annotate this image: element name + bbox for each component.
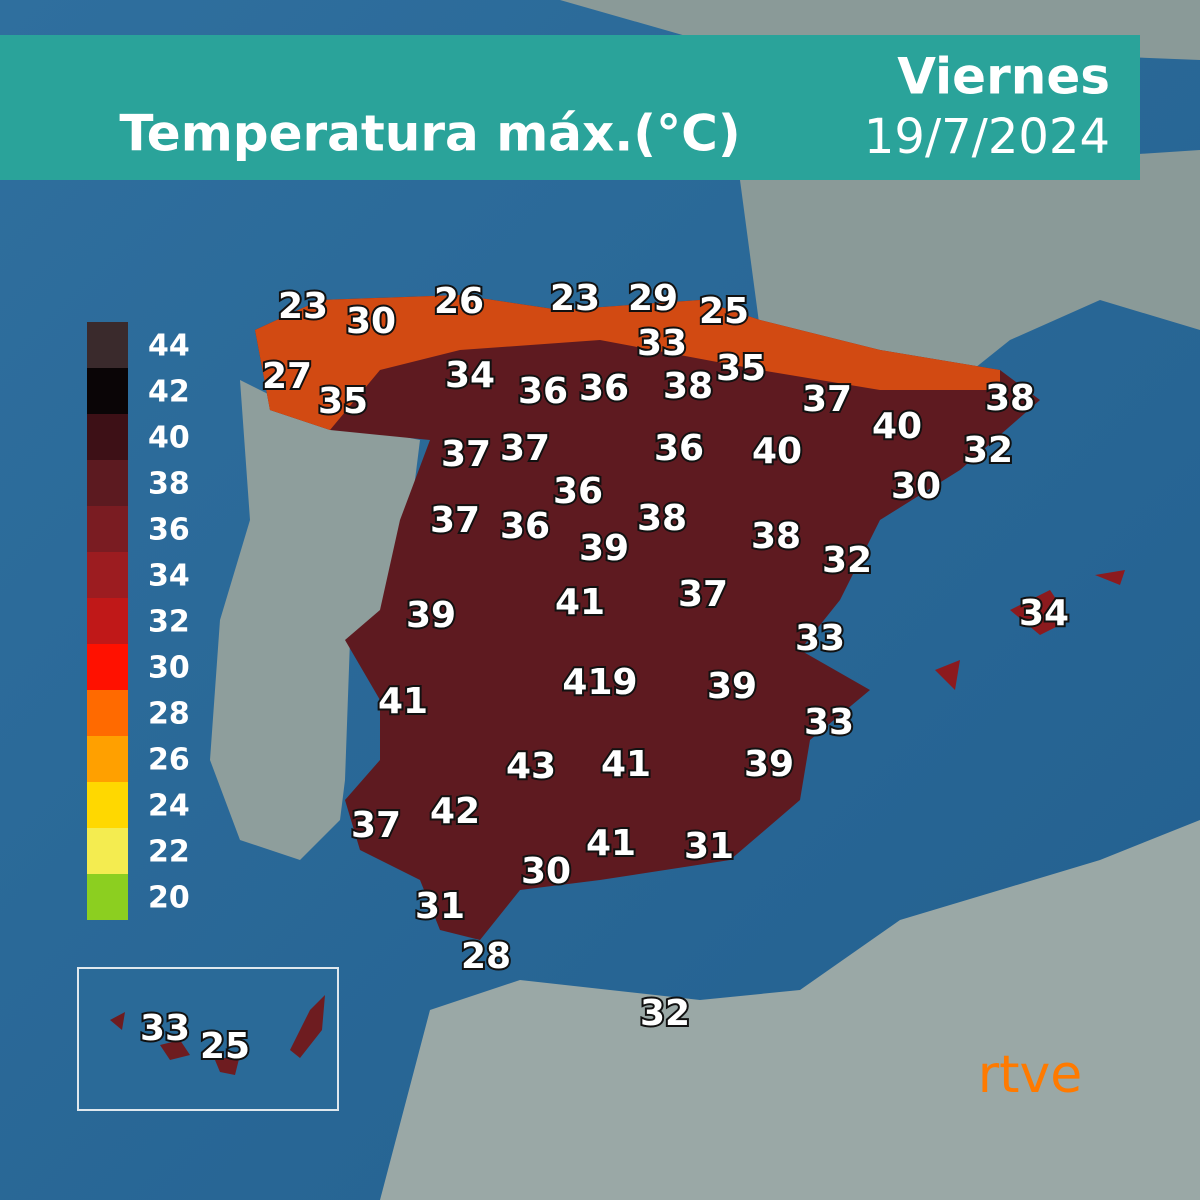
temperature-label: 41 [378,681,428,722]
temperature-label: 36 [518,371,568,412]
temperature-label: 33 [637,323,687,364]
temperature-label: 39 [406,595,456,636]
temperature-label: 32 [963,430,1013,471]
temperature-label: 38 [637,498,687,539]
temperature-label: 29 [628,278,678,319]
temperature-label: 41 [555,582,605,623]
spain [255,295,1040,940]
temperature-label: 30 [891,466,941,507]
temperature-label: 28 [461,936,511,977]
header-bar [0,35,1140,180]
legend-swatch [87,598,128,644]
france [740,150,1200,380]
temperature-label: 41 [586,823,636,864]
legend-swatch [87,782,128,828]
temperature-label: 34 [1019,593,1069,634]
legend-label: 22 [148,835,190,870]
temperature-label: 40 [872,406,922,447]
temperature-label: 43 [506,746,556,787]
legend-label: 26 [148,743,190,778]
temperature-label: 419 [562,662,637,703]
legend-swatch [87,690,128,736]
temperature-label: 31 [684,826,734,867]
legend-swatch [87,506,128,552]
legend-label: 32 [148,605,190,640]
temperature-label: 34 [445,355,495,396]
temperature-label: 37 [802,379,852,420]
temperature-label: 37 [678,574,728,615]
temperature-label: 38 [985,378,1035,419]
temperature-label: 40 [752,431,802,472]
temperature-label: 38 [751,516,801,557]
temperature-label: 33 [795,618,845,659]
temperature-label: 37 [441,434,491,475]
legend-label: 20 [148,881,190,916]
temperature-label: 39 [744,744,794,785]
temperature-label: 23 [550,278,600,319]
legend-label: 28 [148,697,190,732]
africa [380,820,1200,1200]
temperature-label: 37 [500,428,550,469]
logo: rtve [978,1045,1083,1105]
date: 19/7/2024 [864,109,1110,165]
legend-swatch [87,414,128,460]
temperature-label: 37 [430,500,480,541]
canarias-inset [77,967,339,1111]
legend-label: 36 [148,513,190,548]
legend-label: 30 [148,651,190,686]
legend-swatch [87,552,128,598]
legend-swatch [87,368,128,414]
temperature-label: 36 [553,471,603,512]
temperature-label: 30 [346,301,396,342]
temperature-label: 23 [278,286,328,327]
canarias-temperature: 25 [200,1026,250,1067]
temperature-label: 36 [579,368,629,409]
temperature-label: 33 [804,702,854,743]
legend-swatch [87,460,128,506]
temperature-label: 25 [699,291,749,332]
canarias-temperature: 33 [140,1008,190,1049]
legend-label: 40 [148,421,190,456]
temperature-label: 31 [415,886,465,927]
temperature-label: 27 [262,356,312,397]
legend-label: 42 [148,375,190,410]
temperature-label: 38 [663,366,713,407]
legend-label: 44 [148,329,190,364]
temperature-label: 41 [601,744,651,785]
temperature-label: 35 [716,348,766,389]
temperature-label: 39 [707,666,757,707]
temperature-label: 37 [351,805,401,846]
north-coast [255,295,1000,430]
legend-swatch [87,644,128,690]
temperature-label: 36 [654,428,704,469]
temperature-label: 32 [640,993,690,1034]
legend-label: 34 [148,559,190,594]
temperature-label: 35 [318,381,368,422]
baleares [935,570,1125,690]
temperature-label: 42 [430,791,480,832]
temperature-label: 32 [822,540,872,581]
portugal [210,380,420,860]
title: Temperatura máx.(°C) [119,105,740,163]
legend-label: 38 [148,467,190,502]
legend-label: 24 [148,789,190,824]
legend-swatch [87,736,128,782]
temperature-label: 30 [521,851,571,892]
temperature-label: 26 [434,281,484,322]
legend-swatch [87,874,128,920]
legend-swatch [87,828,128,874]
legend-swatch [87,322,128,368]
temperature-label: 39 [579,528,629,569]
day: Viernes [897,48,1110,106]
temperature-label: 36 [500,506,550,547]
